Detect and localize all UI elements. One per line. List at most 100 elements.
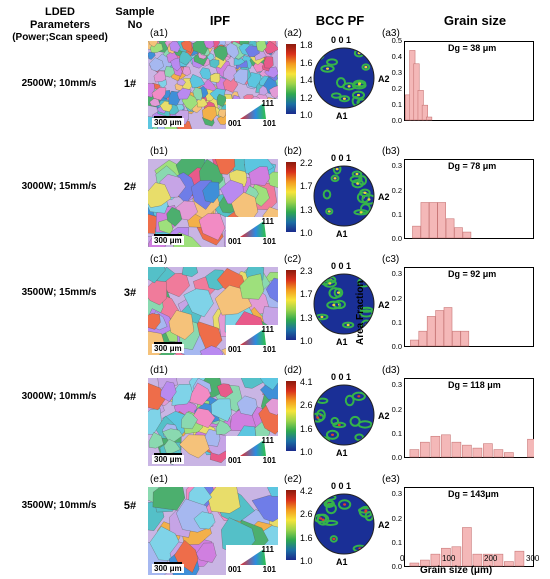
histogram-bar: [409, 562, 420, 567]
grain: [192, 87, 203, 101]
grain: [148, 267, 166, 284]
panel-label-ipf: (a1): [150, 28, 168, 39]
colorbar-tick: 1.0: [300, 228, 313, 238]
histogram-bar: [527, 438, 534, 458]
row-sample-number: 3#: [123, 287, 137, 299]
grain: [217, 383, 234, 398]
row-sample-number: 5#: [123, 500, 137, 512]
colorbar: [286, 270, 296, 340]
x-tick-label: 200: [484, 554, 498, 563]
y-tick-label: 0.2: [391, 513, 402, 523]
colorbar: [286, 381, 296, 451]
pf-label-001: 0 0 1: [331, 372, 352, 382]
panel-label-grain: (e3): [382, 474, 400, 485]
grain: [163, 438, 181, 455]
scale-bar: 300 μm: [152, 116, 184, 127]
histogram-bar: [460, 330, 470, 347]
x-axis-label: Grain size (μm): [420, 565, 493, 576]
grain: [223, 65, 238, 82]
grain: [202, 106, 217, 122]
colorbar-tick: 2.6: [300, 400, 313, 411]
ipf-key-001: 001: [228, 456, 242, 465]
histogram-bar: [483, 553, 493, 567]
grain: [148, 382, 167, 411]
pole-figure: [313, 493, 375, 555]
panel-label-ipf: (e1): [150, 474, 168, 485]
panel-label-ipf: (d1): [150, 365, 168, 376]
grain: [148, 280, 167, 306]
histogram-bar: [451, 546, 462, 567]
grain: [267, 487, 278, 497]
y-tick-label: 0.2: [391, 84, 402, 93]
x-tick-label: 300: [526, 554, 540, 563]
pole-figure-image: [313, 493, 375, 555]
pf-label-a1: A1: [336, 557, 348, 567]
grain: [266, 277, 278, 303]
histogram-bar: [452, 330, 461, 347]
grain: [152, 487, 186, 511]
grain: [251, 495, 278, 522]
histogram-bar: [443, 307, 453, 347]
grain: [168, 310, 195, 340]
mean-grain-size: Dg = 92 μm: [448, 269, 497, 279]
grain: [248, 166, 270, 186]
y-tick-label: 0.1: [391, 100, 402, 109]
header-ipf: IPF: [209, 13, 231, 28]
header-sample-2: No: [127, 19, 143, 31]
grain: [175, 200, 198, 221]
colorbar-tick: 1.2: [300, 92, 313, 103]
ipf-key-001: 001: [228, 345, 242, 354]
y-tick-label: 0.1: [391, 537, 402, 547]
colorbar-tick: 2.2: [300, 158, 313, 168]
grain: [151, 87, 167, 101]
grain: [181, 411, 198, 430]
grain-size-histogram: [404, 267, 534, 347]
grain-size-histogram: [404, 378, 534, 458]
ipf-map: 300 μm 111 001 101: [148, 487, 278, 575]
grain: [183, 288, 214, 318]
ipf-key-101: 101: [262, 345, 276, 354]
ipf-map: 300 μm 111 001 101: [148, 267, 278, 355]
grain: [181, 267, 198, 277]
colorbar-tick: 1.4: [300, 75, 313, 85]
histogram-bar: [410, 339, 419, 347]
histogram-bar: [428, 202, 438, 239]
colorbar: [286, 162, 296, 232]
colorbar-tick: 1.0: [300, 447, 313, 457]
colorbar-tick: 1.3: [300, 204, 313, 215]
ipf-color-key: 111 001 101: [226, 217, 278, 247]
y-tick-label: 0.3: [391, 489, 402, 499]
histogram-bar: [430, 435, 441, 458]
panel-label-grain: (c3): [382, 254, 400, 265]
ipf-key-111: 111: [261, 436, 274, 445]
histogram-bar: [462, 527, 472, 567]
ipf-map-image: [148, 378, 278, 466]
row-parameters: 3500W; 10mm/s: [21, 500, 97, 511]
grain: [215, 159, 236, 175]
row-parameters: 3500W; 15mm/s: [21, 287, 97, 298]
grain: [199, 67, 212, 80]
colorbar-tick: 1.6: [300, 57, 313, 68]
colorbar-tick: 1.8: [300, 40, 313, 50]
pole-figure-image: [313, 47, 375, 109]
colorbar-tick: 4.2: [300, 486, 313, 496]
grain: [268, 85, 278, 99]
ipf-key-101: 101: [262, 565, 276, 574]
histogram-bar: [493, 449, 504, 458]
header-pf: BCC PF: [315, 13, 365, 28]
pf-label-a1: A1: [336, 337, 348, 347]
pf-label-001: 0 0 1: [331, 35, 352, 45]
grain: [259, 378, 278, 391]
histogram-bar: [430, 553, 441, 567]
y-tick-label: 0.1: [391, 428, 402, 438]
header-params-2: Parameters: [30, 19, 90, 31]
grain: [148, 41, 158, 48]
grain-size-histogram: [404, 41, 534, 121]
panel-label-ipf: (b1): [150, 146, 168, 157]
grain: [210, 72, 221, 83]
y-tick-label: 0.1: [391, 209, 402, 219]
panel-label-ipf: (c1): [150, 254, 168, 265]
pf-label-001: 0 0 1: [331, 153, 352, 163]
x-tick-label: 0: [400, 554, 405, 563]
mean-grain-size: Dg = 78 μm: [448, 161, 497, 171]
